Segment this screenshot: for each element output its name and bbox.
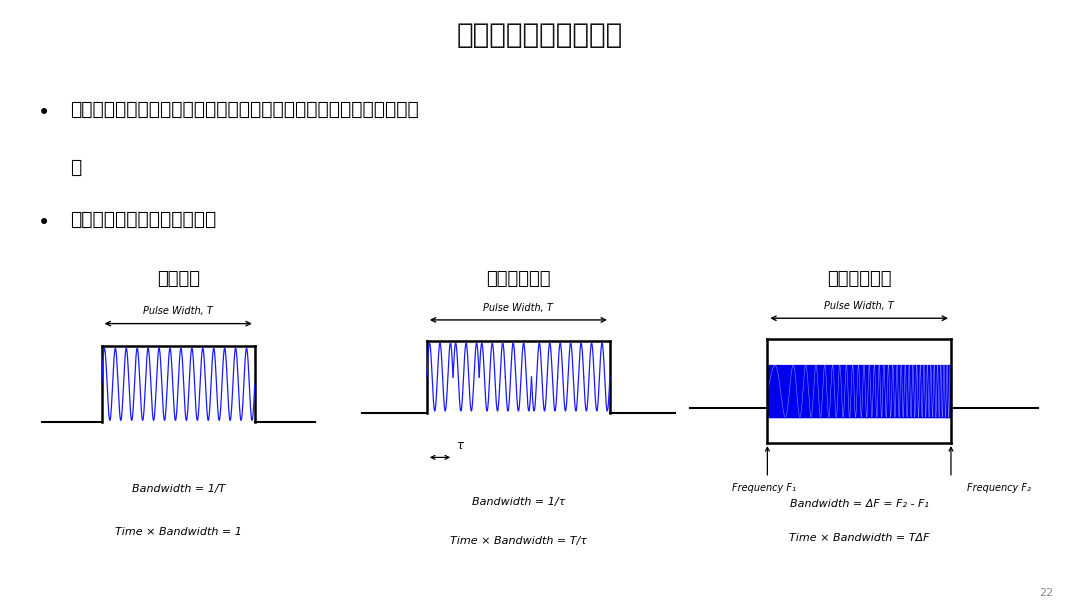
Text: Pulse Width, T: Pulse Width, T — [484, 303, 553, 313]
Text: Bandwidth = ΔF = F₂ - F₁: Bandwidth = ΔF = F₂ - F₁ — [789, 499, 929, 509]
Text: Pulse Width, T: Pulse Width, T — [144, 306, 213, 316]
Text: •: • — [38, 103, 50, 123]
Text: Time × Bandwidth = TΔF: Time × Bandwidth = TΔF — [788, 534, 930, 543]
Text: τ: τ — [457, 439, 464, 452]
Text: 对长脉冲进行调制，提高时间带宽积，就可以获得短脉冲所具有的分辨: 对长脉冲进行调制，提高时间带宽积，就可以获得短脉冲所具有的分辨 — [70, 100, 419, 119]
Text: 线性调频波形: 线性调频波形 — [827, 270, 891, 288]
Text: Bandwidth = 1/T: Bandwidth = 1/T — [132, 484, 225, 493]
Text: Pulse Width, T: Pulse Width, T — [824, 301, 894, 311]
Text: •: • — [38, 213, 50, 233]
Text: Time × Bandwidth = T/τ: Time × Bandwidth = T/τ — [450, 537, 586, 546]
Text: 方形脉冲: 方形脉冲 — [157, 271, 200, 288]
Text: 脉冲的频率和相位调制: 脉冲的频率和相位调制 — [457, 21, 623, 49]
Text: Frequency F₂: Frequency F₂ — [968, 483, 1031, 493]
Text: 二相编码波形: 二相编码波形 — [486, 270, 551, 288]
Text: 22: 22 — [1039, 588, 1053, 598]
Text: 回波信号一定要进行脉压处理: 回波信号一定要进行脉压处理 — [70, 210, 216, 229]
Text: Bandwidth = 1/τ: Bandwidth = 1/τ — [472, 497, 565, 507]
Text: Time × Bandwidth = 1: Time × Bandwidth = 1 — [114, 527, 242, 537]
Text: 率: 率 — [70, 158, 81, 177]
Text: Frequency F₁: Frequency F₁ — [731, 483, 796, 493]
